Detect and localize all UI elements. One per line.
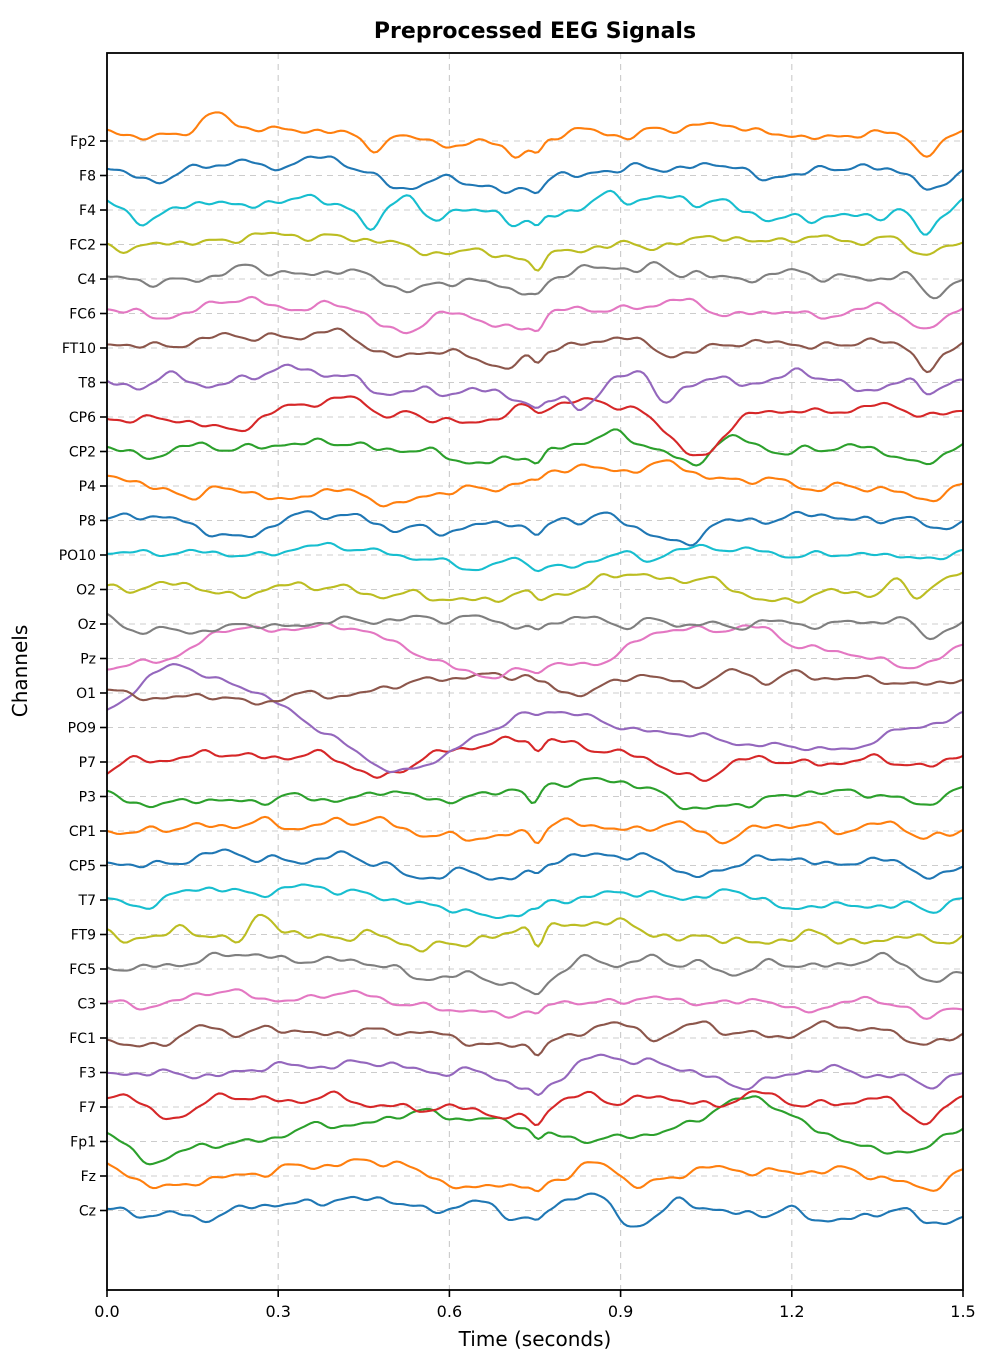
eeg-trace-FC1 xyxy=(107,1020,963,1057)
eeg-trace-Fz xyxy=(107,1158,963,1193)
channel-label-Pz: Pz xyxy=(80,652,96,668)
channel-label-P4: P4 xyxy=(79,479,96,495)
eeg-trace-Cz xyxy=(107,1192,963,1228)
channel-label-FC5: FC5 xyxy=(69,962,96,978)
eeg-trace-FT10 xyxy=(107,327,963,374)
eeg-trace-P8 xyxy=(107,510,963,547)
channel-label-T7: T7 xyxy=(78,893,96,909)
channel-label-F4: F4 xyxy=(79,203,96,219)
channel-label-F7: F7 xyxy=(79,1100,96,1116)
x-tick-label: 0.3 xyxy=(265,1302,290,1321)
channel-label-FC2: FC2 xyxy=(69,238,96,254)
eeg-trace-T8 xyxy=(107,363,963,411)
channel-label-T8: T8 xyxy=(78,376,96,392)
eeg-trace-F7 xyxy=(107,1090,963,1127)
eeg-trace-C4 xyxy=(107,261,963,300)
eeg-trace-FC2 xyxy=(107,231,963,272)
channel-label-PO10: PO10 xyxy=(59,548,96,564)
channel-label-CP6: CP6 xyxy=(69,410,96,426)
channel-label-C3: C3 xyxy=(77,997,96,1013)
eeg-trace-P3 xyxy=(107,777,963,811)
eeg-trace-PO9 xyxy=(107,663,963,774)
channel-label-Fp2: Fp2 xyxy=(70,134,96,150)
tick-labels: Fp2 F8 F4 FC2 C4 FC6 FT10 T8 CP6 CP2 P4 P8 PO10 O2 Oz P… xyxy=(59,134,976,1321)
channel-label-Cz: Cz xyxy=(79,1204,96,1220)
channel-label-FC6: FC6 xyxy=(69,307,96,323)
eeg-trace-F3 xyxy=(107,1053,963,1097)
axes-spines xyxy=(100,52,964,1297)
eeg-trace-O2 xyxy=(107,571,963,604)
channel-label-Oz: Oz xyxy=(78,617,96,633)
channel-label-O1: O1 xyxy=(76,686,96,702)
eeg-trace-Fp2 xyxy=(107,111,963,159)
channel-label-P3: P3 xyxy=(79,790,96,806)
eeg-trace-Pz xyxy=(107,622,963,680)
plot-border xyxy=(106,52,964,1291)
chart-title: Preprocessed EEG Signals xyxy=(374,19,696,44)
eeg-trace-C3 xyxy=(107,988,963,1020)
eeg-traces xyxy=(107,111,963,1228)
eeg-trace-P7 xyxy=(107,735,963,782)
channel-label-Fp1: Fp1 xyxy=(70,1135,96,1151)
eeg-trace-T7 xyxy=(107,883,963,920)
eeg-trace-P4 xyxy=(107,459,963,508)
channel-label-FT10: FT10 xyxy=(62,341,96,357)
x-tick-label: 1.5 xyxy=(950,1302,975,1321)
channel-label-CP5: CP5 xyxy=(69,859,96,875)
eeg-trace-PO10 xyxy=(107,541,963,573)
channel-label-FT9: FT9 xyxy=(71,928,96,944)
channel-label-Fz: Fz xyxy=(81,1169,96,1185)
channel-label-P8: P8 xyxy=(79,514,96,530)
eeg-trace-O1 xyxy=(107,668,963,706)
channel-label-FC1: FC1 xyxy=(69,1031,96,1047)
channel-label-CP2: CP2 xyxy=(69,445,96,461)
eeg-trace-F4 xyxy=(107,189,963,236)
x-tick-label: 0.0 xyxy=(94,1302,119,1321)
eeg-trace-CP6 xyxy=(107,395,963,457)
eeg-trace-FC6 xyxy=(107,295,963,335)
eeg-trace-F8 xyxy=(107,155,963,195)
channel-label-O2: O2 xyxy=(76,583,96,599)
eeg-trace-FC5 xyxy=(107,951,963,996)
x-tick-label: 0.9 xyxy=(608,1302,633,1321)
eeg-trace-CP2 xyxy=(107,428,963,467)
eeg-trace-Oz xyxy=(107,612,963,641)
y-axis-label: Channels xyxy=(8,625,32,718)
eeg-trace-Fp1 xyxy=(107,1095,963,1166)
x-tick-label: 1.2 xyxy=(779,1302,804,1321)
channel-label-CP1: CP1 xyxy=(69,824,96,840)
x-tick-label: 0.6 xyxy=(437,1302,462,1321)
channel-label-P7: P7 xyxy=(79,755,96,771)
x-axis-label: Time (seconds) xyxy=(458,1327,612,1351)
channel-label-F8: F8 xyxy=(79,169,96,185)
channel-label-F3: F3 xyxy=(79,1066,96,1082)
channel-label-PO9: PO9 xyxy=(68,721,96,737)
eeg-trace-CP1 xyxy=(107,815,963,845)
eeg-trace-FT9 xyxy=(107,913,963,953)
channel-label-C4: C4 xyxy=(77,272,96,288)
eeg-trace-CP5 xyxy=(107,848,963,881)
